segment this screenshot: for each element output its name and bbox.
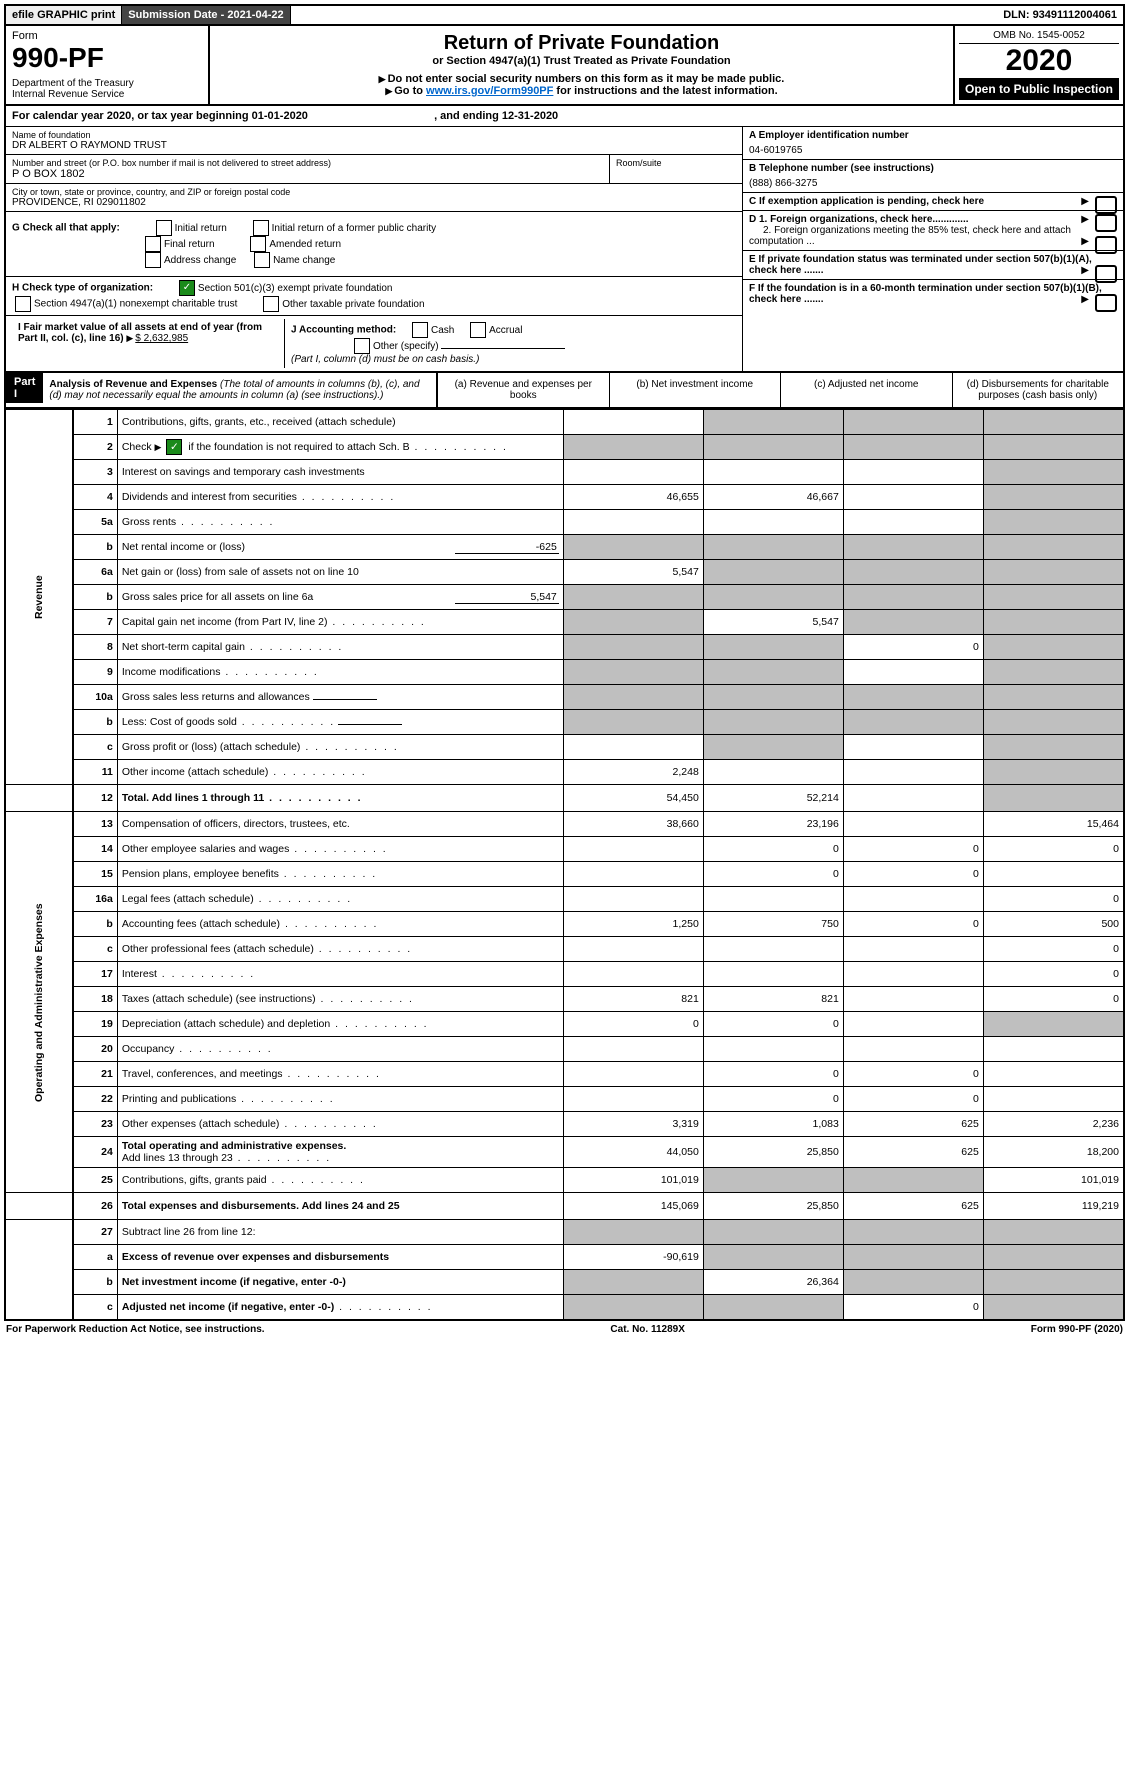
address-cell: Number and street (or P.O. box number if… xyxy=(6,155,609,183)
info-right: A Employer identification number 04-6019… xyxy=(742,127,1123,371)
part1-label: Part I xyxy=(6,373,43,403)
footer-right: Form 990-PF (2020) xyxy=(1031,1324,1123,1335)
e-cell: E If private foundation status was termi… xyxy=(743,251,1123,280)
phone: (888) 866-3275 xyxy=(749,178,1117,189)
ij-section: I Fair market value of all assets at end… xyxy=(6,316,742,371)
city-cell: City or town, state or province, country… xyxy=(6,184,742,212)
cb-c[interactable] xyxy=(1095,196,1117,214)
address: P O BOX 1802 xyxy=(12,168,603,180)
omb: OMB No. 1545-0052 xyxy=(959,30,1119,44)
foundation-name-cell: Name of foundation DR ALBERT O RAYMOND T… xyxy=(6,127,742,155)
foundation-name: DR ALBERT O RAYMOND TRUST xyxy=(12,140,736,151)
efile-label: efile GRAPHIC print xyxy=(6,6,122,24)
dln: DLN: 93491112004061 xyxy=(291,6,1123,24)
part1-title: Analysis of Revenue and Expenses (The to… xyxy=(43,373,436,407)
cb-accrual[interactable] xyxy=(470,322,486,338)
cb-initial-former[interactable] xyxy=(253,220,269,236)
form-subtitle: or Section 4947(a)(1) Trust Treated as P… xyxy=(216,55,947,67)
header-mid: Return of Private Foundation or Section … xyxy=(210,26,955,104)
cb-501c3[interactable]: ✓ xyxy=(179,280,195,296)
form-title: Return of Private Foundation xyxy=(216,32,947,55)
part1-header: Part I Analysis of Revenue and Expenses … xyxy=(4,373,1125,409)
ein: 04-6019765 xyxy=(749,145,1117,156)
cb-d2[interactable] xyxy=(1095,236,1117,254)
cb-e[interactable] xyxy=(1095,265,1117,283)
info-left: Name of foundation DR ALBERT O RAYMOND T… xyxy=(6,127,742,371)
top-bar: efile GRAPHIC print Submission Date - 20… xyxy=(4,4,1125,26)
d-cell: D 1. Foreign organizations, check here..… xyxy=(743,211,1123,251)
cb-cash[interactable] xyxy=(412,322,428,338)
side-expenses: Operating and Administrative Expenses xyxy=(5,812,73,1193)
cb-name-change[interactable] xyxy=(254,252,270,268)
side-revenue: Revenue xyxy=(5,410,73,785)
cb-d1[interactable] xyxy=(1095,214,1117,232)
cb-other-taxable[interactable] xyxy=(263,296,279,312)
irs: Internal Revenue Service xyxy=(12,89,202,100)
header-left: Form 990-PF Department of the Treasury I… xyxy=(6,26,210,104)
info-section: Name of foundation DR ALBERT O RAYMOND T… xyxy=(4,127,1125,373)
cb-f[interactable] xyxy=(1095,294,1117,312)
form990pf-link[interactable]: www.irs.gov/Form990PF xyxy=(426,85,553,97)
ein-cell: A Employer identification number 04-6019… xyxy=(743,127,1123,160)
cb-final-return[interactable] xyxy=(145,236,161,252)
note1: Do not enter social security numbers on … xyxy=(216,73,947,85)
i-value: $ 2,632,985 xyxy=(135,333,188,344)
col-a: (a) Revenue and expenses per books xyxy=(437,373,609,407)
tax-year: 2020 xyxy=(959,44,1119,78)
calendar-year-row: For calendar year 2020, or tax year begi… xyxy=(4,106,1125,127)
cb-initial-return[interactable] xyxy=(156,220,172,236)
submission-date: Submission Date - 2021-04-22 xyxy=(122,6,290,24)
room-cell: Room/suite xyxy=(609,155,742,183)
dept: Department of the Treasury xyxy=(12,78,202,89)
phone-cell: B Telephone number (see instructions) (8… xyxy=(743,160,1123,193)
g-section: G Check all that apply: Initial return I… xyxy=(6,212,742,277)
col-c: (c) Adjusted net income xyxy=(780,373,952,407)
footer-left: For Paperwork Reduction Act Notice, see … xyxy=(6,1324,265,1335)
cb-address-change[interactable] xyxy=(145,252,161,268)
h-section: H Check type of organization: ✓Section 5… xyxy=(6,277,742,316)
cb-amended[interactable] xyxy=(250,236,266,252)
col-b: (b) Net investment income xyxy=(609,373,781,407)
header-right: OMB No. 1545-0052 2020 Open to Public In… xyxy=(955,26,1123,104)
form-number: 990-PF xyxy=(12,42,202,74)
note2: Go to www.irs.gov/Form990PF for instruct… xyxy=(216,85,947,97)
part1-table: Revenue 1Contributions, gifts, grants, e… xyxy=(4,409,1125,1321)
open-public: Open to Public Inspection xyxy=(959,78,1119,100)
f-cell: F If the foundation is in a 60-month ter… xyxy=(743,280,1123,308)
col-d: (d) Disbursements for charitable purpose… xyxy=(952,373,1124,407)
form-label: Form xyxy=(12,30,202,42)
cb-4947[interactable] xyxy=(15,296,31,312)
c-cell: C If exemption application is pending, c… xyxy=(743,193,1123,211)
page-footer: For Paperwork Reduction Act Notice, see … xyxy=(4,1321,1125,1338)
footer-mid: Cat. No. 11289X xyxy=(610,1324,684,1335)
city: PROVIDENCE, RI 029011802 xyxy=(12,197,736,208)
form-header: Form 990-PF Department of the Treasury I… xyxy=(4,26,1125,106)
cb-sch-b[interactable]: ✓ xyxy=(166,439,182,455)
cb-other-method[interactable] xyxy=(354,338,370,354)
